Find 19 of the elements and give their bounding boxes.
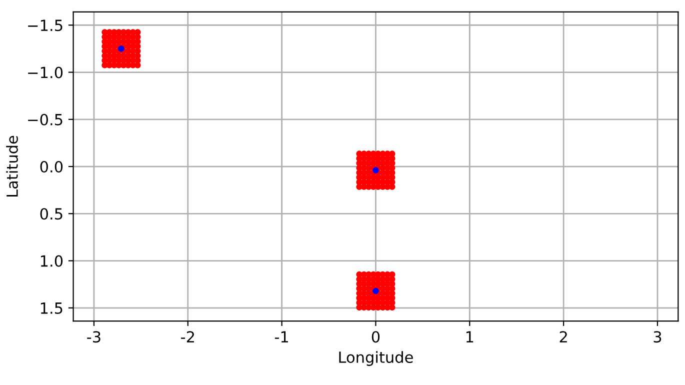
point — [372, 288, 379, 294]
y-tick-label: 0.5 — [40, 208, 62, 220]
y-tick-label: −1.0 — [28, 66, 63, 78]
y-tick-label: 0.0 — [40, 160, 63, 173]
x-tick-label: -1 — [274, 331, 288, 342]
y-tick-label: 1.5 — [40, 302, 62, 314]
y-axis-title: Latitude — [6, 136, 18, 196]
x-tick-label: 3 — [654, 331, 662, 343]
x-tick-label: 1 — [466, 331, 474, 342]
x-tick-label: 0 — [372, 331, 380, 343]
x-tick-label: 2 — [560, 331, 567, 342]
point — [372, 167, 379, 174]
x-tick-label: -3 — [87, 331, 100, 343]
y-tick-label: −1.5 — [28, 20, 62, 32]
x-tick-label: -2 — [181, 331, 194, 342]
y-tick-label: −0.5 — [28, 114, 62, 126]
point — [118, 46, 124, 52]
y-tick-label: 1.0 — [40, 255, 63, 267]
x-axis-title: Longitude — [339, 351, 413, 366]
